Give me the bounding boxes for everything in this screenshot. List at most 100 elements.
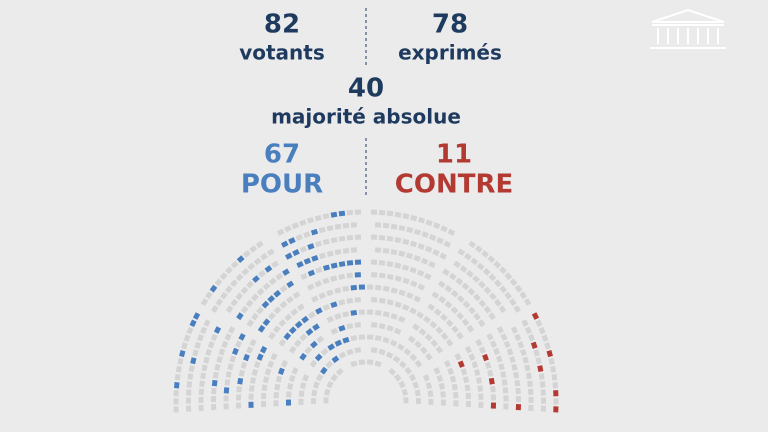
seat — [438, 382, 445, 390]
seat — [322, 304, 331, 311]
seat — [419, 346, 428, 355]
seat — [386, 210, 394, 217]
seat — [493, 347, 500, 356]
seat — [477, 319, 486, 328]
seat — [224, 379, 231, 386]
seat — [370, 259, 378, 265]
seat — [354, 234, 362, 240]
seat — [223, 403, 229, 410]
seat — [370, 322, 378, 328]
seat — [318, 252, 327, 260]
seat — [246, 319, 255, 328]
seat — [460, 368, 468, 376]
seat — [409, 307, 417, 315]
vote-seat — [531, 312, 540, 320]
vote-seat — [331, 355, 340, 364]
seat — [427, 390, 434, 397]
contre-number: 11 — [436, 140, 472, 170]
seat — [487, 255, 496, 264]
seat — [438, 295, 446, 304]
seat — [474, 245, 483, 253]
seat — [440, 332, 449, 341]
seat — [288, 374, 296, 383]
seat — [477, 385, 484, 392]
seat — [354, 297, 362, 303]
seat — [447, 228, 456, 236]
vote-seat — [330, 211, 338, 218]
seat — [409, 240, 418, 248]
seat — [214, 363, 221, 371]
seat — [405, 252, 414, 260]
seat — [378, 323, 386, 330]
seat — [412, 381, 420, 389]
seat — [346, 272, 354, 279]
seat — [299, 219, 307, 227]
seat — [392, 355, 401, 364]
seat — [249, 245, 258, 253]
seat — [264, 368, 272, 376]
seat — [416, 311, 425, 319]
seat — [225, 266, 233, 275]
seat — [278, 319, 287, 328]
seat — [370, 272, 378, 278]
seat — [484, 361, 492, 369]
seat — [490, 386, 496, 393]
seat — [481, 250, 490, 258]
seat — [326, 289, 334, 297]
seat — [427, 303, 436, 312]
seat — [198, 404, 204, 411]
seat — [524, 326, 532, 335]
seat — [378, 297, 386, 304]
seat — [210, 396, 217, 403]
seat — [464, 345, 473, 354]
seat — [409, 353, 418, 362]
seat — [185, 397, 192, 404]
seat — [483, 286, 492, 295]
seat — [464, 252, 472, 261]
seat — [486, 333, 494, 341]
seat — [511, 363, 518, 371]
vote-seat — [546, 350, 553, 358]
seat — [428, 234, 437, 241]
seat — [284, 313, 292, 322]
seat — [514, 284, 523, 293]
seat — [276, 228, 285, 236]
seat — [551, 373, 558, 381]
seat — [374, 222, 382, 228]
seat — [251, 368, 259, 377]
seat — [442, 268, 450, 276]
seat — [267, 312, 276, 320]
seat — [468, 306, 476, 315]
vote-seat — [236, 255, 245, 264]
seat — [478, 299, 487, 308]
seat — [235, 273, 244, 282]
seat — [522, 356, 529, 364]
seat — [428, 398, 434, 405]
hemicycle — [173, 209, 559, 413]
seat — [405, 292, 414, 300]
seat — [268, 277, 277, 286]
vote-seat — [358, 284, 366, 290]
seat — [235, 394, 242, 401]
vote-seat — [189, 319, 197, 328]
seat — [552, 382, 559, 389]
seat — [501, 379, 508, 386]
seat — [358, 334, 366, 340]
seat — [433, 367, 441, 375]
seat — [528, 334, 535, 342]
seat — [198, 396, 204, 403]
seat — [253, 257, 262, 266]
seat — [230, 260, 239, 269]
seat — [314, 240, 323, 248]
seat — [386, 273, 394, 280]
vote-seat — [209, 284, 218, 293]
seat — [402, 238, 410, 246]
seat — [235, 340, 243, 348]
vote-seat — [192, 312, 201, 320]
seat — [334, 313, 342, 320]
contre-label: CONTRE — [395, 170, 513, 200]
seat — [181, 342, 188, 350]
seat — [435, 345, 444, 354]
seat — [346, 209, 354, 216]
vote-seat — [283, 332, 292, 341]
